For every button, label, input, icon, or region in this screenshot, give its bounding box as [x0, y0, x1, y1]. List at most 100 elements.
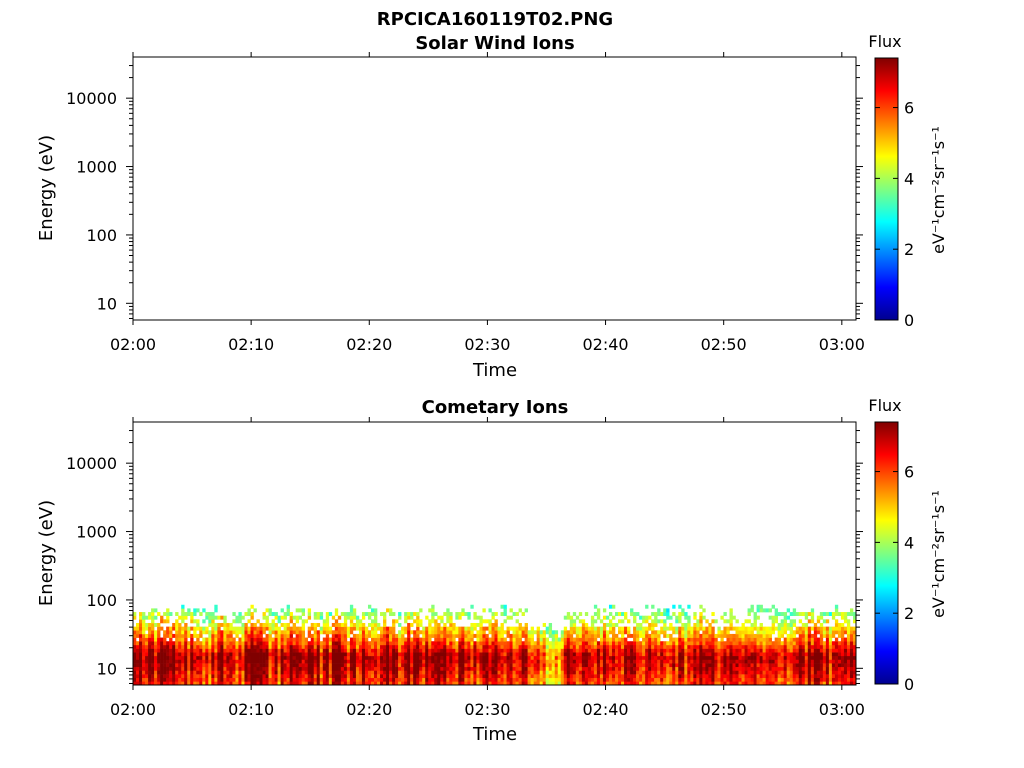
heatmap-cell: [295, 644, 299, 649]
heatmap-cell: [735, 633, 739, 638]
heatmap-cell: [566, 641, 571, 646]
heatmap-cell: [852, 615, 856, 620]
heatmap-cell: [789, 641, 794, 646]
heatmap-cell: [211, 615, 215, 620]
heatmap-cell: [377, 681, 381, 685]
heatmap-cell: [515, 666, 519, 671]
heatmap-cell: [467, 677, 471, 682]
heatmap-cell: [840, 612, 845, 616]
heatmap-cell: [849, 633, 854, 638]
heatmap-cell: [404, 666, 408, 671]
heatmap-cell: [663, 612, 667, 616]
heatmap-cell: [163, 619, 167, 624]
heatmap-cell: [337, 644, 342, 649]
heatmap-cell: [783, 648, 788, 653]
heatmap-cell: [660, 659, 664, 664]
heatmap-cell: [431, 674, 435, 679]
heatmap-cell: [241, 681, 245, 685]
heatmap-cell: [407, 663, 411, 668]
heatmap-cell: [548, 674, 553, 679]
heatmap-cell: [494, 659, 498, 664]
heatmap-cell: [247, 641, 251, 646]
heatmap-cell: [154, 608, 158, 613]
heatmap-cell: [319, 630, 324, 635]
heatmap-cell: [744, 677, 748, 682]
heatmap-cell: [166, 666, 170, 671]
heatmap-cell: [768, 644, 772, 649]
solar-wind-panel: Solar Wind Ions 02:00 02:10 02:20 02:30 02:4…: [36, 32, 948, 381]
heatmap-cell: [759, 626, 763, 631]
heatmap-cell: [717, 648, 721, 653]
heatmap-cell: [795, 648, 800, 653]
heatmap-cell: [639, 681, 643, 685]
heatmap-cell: [548, 652, 553, 657]
heatmap-cell: [792, 630, 797, 635]
heatmap-cell: [810, 652, 815, 657]
heatmap-cell: [142, 674, 146, 679]
heatmap-cell: [621, 670, 625, 675]
heatmap-cell: [316, 659, 321, 664]
heatmap-cell: [337, 652, 342, 657]
heatmap-cell: [133, 652, 137, 657]
heatmap-cell: [633, 612, 637, 616]
heatmap-cell: [452, 630, 456, 635]
heatmap-cell: [786, 626, 791, 631]
heatmap-cell: [762, 648, 766, 653]
heatmap-cell: [458, 630, 462, 635]
heatmap-cell: [352, 626, 357, 631]
heatmap-cell: [428, 644, 432, 649]
heatmap-cell: [386, 670, 390, 675]
heatmap-cell: [247, 677, 251, 682]
heatmap-cell: [804, 666, 809, 671]
heatmap-cell: [750, 604, 754, 609]
heatmap-cell: [476, 681, 480, 685]
heatmap-cell: [846, 619, 851, 624]
heatmap-cell: [151, 681, 155, 685]
heatmap-cell: [142, 622, 146, 627]
heatmap-cell: [268, 681, 272, 685]
heatmap-cell: [470, 637, 474, 642]
heatmap-cell: [325, 655, 330, 660]
heatmap-cell: [310, 626, 315, 631]
heatmap-cell: [599, 644, 604, 649]
heatmap-cell: [196, 641, 200, 646]
heatmap-cell: [139, 648, 143, 653]
heatmap-cell: [181, 681, 185, 685]
heatmap-cell: [518, 663, 522, 668]
heatmap-cell: [852, 619, 856, 624]
heatmap-cell: [193, 659, 197, 664]
heatmap-cell: [777, 630, 781, 635]
heatmap-cell: [232, 659, 236, 664]
heatmap-cell: [624, 659, 628, 664]
heatmap-cell: [693, 641, 697, 646]
heatmap-cell: [711, 670, 715, 675]
heatmap-cell: [241, 644, 245, 649]
heatmap-cell: [455, 648, 459, 653]
heatmap-cell: [410, 622, 414, 627]
heatmap-cell: [280, 644, 284, 649]
heatmap-cell: [395, 670, 399, 675]
heatmap-cell: [449, 622, 453, 627]
heatmap-cell: [843, 648, 848, 653]
heatmap-cell: [425, 663, 429, 668]
heatmap-cell: [404, 641, 408, 646]
heatmap-cell: [367, 633, 372, 638]
heatmap-cell: [819, 637, 824, 642]
heatmap-cell: [139, 681, 143, 685]
heatmap-cell: [611, 677, 616, 682]
heatmap-cell: [178, 637, 182, 642]
heatmap-cell: [732, 641, 736, 646]
heatmap-cell: [148, 681, 152, 685]
heatmap-cell: [374, 641, 378, 646]
heatmap-cell: [202, 659, 206, 664]
heatmap-cell: [560, 644, 565, 649]
heatmap-cell: [277, 630, 281, 635]
heatmap-cell: [624, 663, 628, 668]
heatmap-cell: [512, 648, 516, 653]
heatmap-cell: [265, 633, 269, 638]
heatmap-cell: [807, 674, 812, 679]
heatmap-cell: [503, 612, 507, 616]
heatmap-cell: [304, 652, 309, 657]
heatmap-cell: [506, 648, 510, 653]
heatmap-cell: [551, 648, 556, 653]
